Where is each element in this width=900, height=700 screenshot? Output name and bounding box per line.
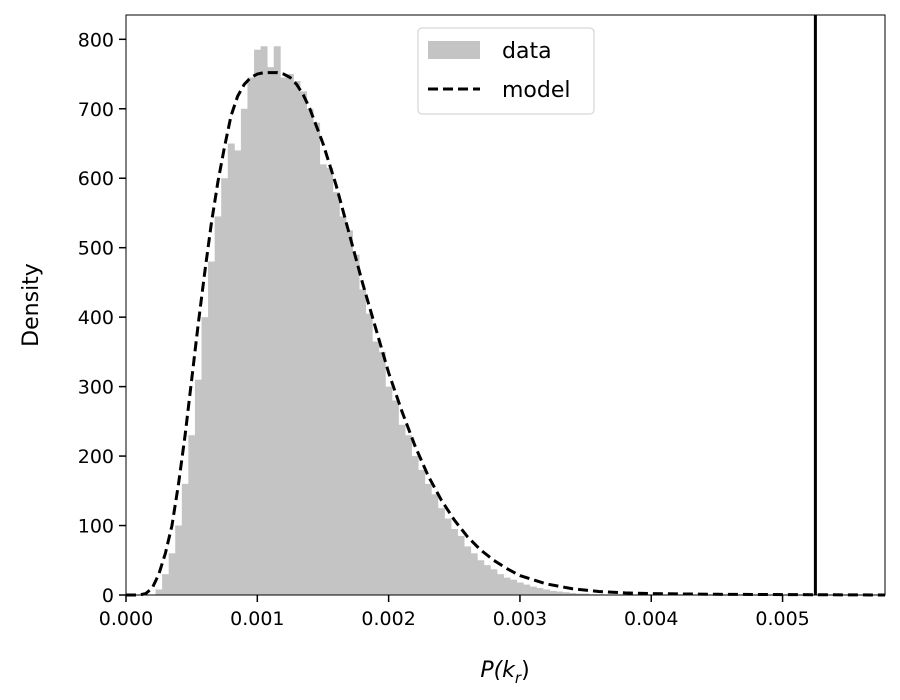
histogram-bar-22	[299, 91, 307, 595]
histogram-bar-26	[326, 167, 334, 595]
histogram-bar-7	[201, 317, 209, 595]
histogram-bar-47	[464, 546, 472, 595]
histogram-bar-63	[569, 592, 577, 595]
histogram-bar-57	[529, 586, 537, 595]
x-tick-label-0: 0.000	[99, 608, 153, 630]
x-tick-label-5: 0.005	[755, 608, 809, 630]
y-tick-label-2: 200	[78, 446, 114, 468]
histogram-bar-30	[352, 254, 360, 595]
histogram-bar-43	[437, 508, 445, 595]
histogram-bar-41	[424, 483, 432, 595]
x-axis-ticks: 0.000 0.001 0.002 0.003 0.004 0.005	[99, 595, 810, 630]
histogram-bar-29	[345, 230, 353, 595]
histogram-bar-56	[523, 584, 531, 595]
histogram-bar-39	[411, 456, 419, 595]
histogram-bar-49	[477, 560, 485, 595]
y-tick-label-6: 600	[78, 168, 114, 190]
histogram-bar-38	[405, 435, 413, 595]
histogram-bar-48	[470, 553, 478, 595]
histogram-bar-60	[549, 590, 557, 595]
histogram-bar-50	[483, 565, 491, 595]
histogram-bar-55	[516, 582, 524, 595]
histogram-bar-18	[273, 46, 281, 595]
histogram-bar-44	[444, 518, 452, 595]
legend-label-model: model	[502, 78, 571, 103]
y-tick-label-8: 800	[78, 29, 114, 51]
legend-label-data: data	[502, 39, 552, 64]
histogram-bar-28	[339, 216, 347, 595]
histogram-bar-46	[457, 535, 465, 595]
histogram-bar-0	[155, 589, 163, 595]
x-tick-label-2: 0.002	[361, 608, 415, 630]
histogram-bar-40	[418, 469, 426, 595]
histogram-bar-19	[280, 77, 288, 595]
histogram-bar-45	[451, 529, 458, 595]
histogram-bar-24	[313, 122, 321, 595]
y-axis-label: Density	[19, 263, 44, 347]
histogram-bar-6	[194, 379, 202, 595]
y-tick-label-0: 0	[102, 585, 114, 607]
plot-frame	[125, 14, 886, 596]
y-tick-label-7: 700	[78, 99, 114, 121]
histogram-bar-62	[562, 592, 570, 595]
histogram-bar-15	[254, 49, 261, 596]
histogram-bar-17	[267, 67, 275, 596]
plot-marks	[126, 15, 886, 597]
histogram-bar-16	[260, 46, 268, 595]
histogram-bar-64	[575, 593, 583, 595]
histogram-bar-52	[496, 574, 504, 595]
histogram-bar-1	[162, 574, 170, 595]
y-tick-label-3: 300	[78, 377, 114, 399]
histogram-bar-2	[168, 553, 176, 595]
histogram-bar-34	[378, 351, 386, 595]
legend: data model	[417, 27, 595, 115]
histogram-bar-59	[542, 589, 550, 595]
histogram-bar-25	[319, 164, 327, 595]
histogram-bar-65	[582, 593, 590, 595]
histogram-bar-10	[221, 178, 229, 596]
histogram-bar-36	[391, 400, 399, 595]
histogram-bar-61	[556, 591, 564, 595]
legend-swatch-data	[428, 41, 480, 59]
histogram-bar-32	[365, 313, 373, 595]
histogram-bar-13	[240, 108, 248, 596]
histogram-bar-4	[181, 483, 189, 595]
histogram-bar-53	[503, 577, 511, 595]
histogram-bar-5	[188, 435, 196, 595]
x-axis-label: P(kr)	[480, 658, 529, 687]
histogram-bar-9	[214, 216, 222, 595]
histogram-bar-58	[536, 588, 544, 595]
model-curve	[126, 71, 886, 597]
histogram-bar-54	[510, 579, 518, 595]
y-axis-ticks: 0 100 200 300 400 500 600 700 800	[78, 29, 126, 607]
histogram-bar-20	[286, 74, 294, 596]
histogram-bar-27	[332, 192, 340, 595]
histogram-bar-21	[293, 80, 301, 596]
y-tick-label-5: 500	[78, 238, 114, 260]
histogram-bar-8	[208, 261, 216, 595]
histogram-bar-51	[490, 569, 498, 595]
x-tick-label-4: 0.004	[624, 608, 678, 630]
histogram-bar-23	[306, 108, 314, 596]
histogram-bar-42	[431, 494, 439, 595]
histogram-bar-12	[234, 150, 242, 595]
x-tick-label-1: 0.001	[230, 608, 284, 630]
histogram-bar-11	[227, 143, 235, 595]
histogram-bar-14	[247, 77, 255, 595]
y-tick-label-1: 100	[78, 516, 114, 538]
histogram-bar-35	[385, 386, 393, 595]
x-tick-label-3: 0.003	[493, 608, 547, 630]
histogram-bar-37	[398, 424, 406, 595]
histogram-bar-3	[175, 525, 183, 595]
y-tick-label-4: 400	[78, 307, 114, 329]
histogram-bar-31	[359, 289, 367, 595]
histogram-bar-33	[372, 341, 380, 595]
